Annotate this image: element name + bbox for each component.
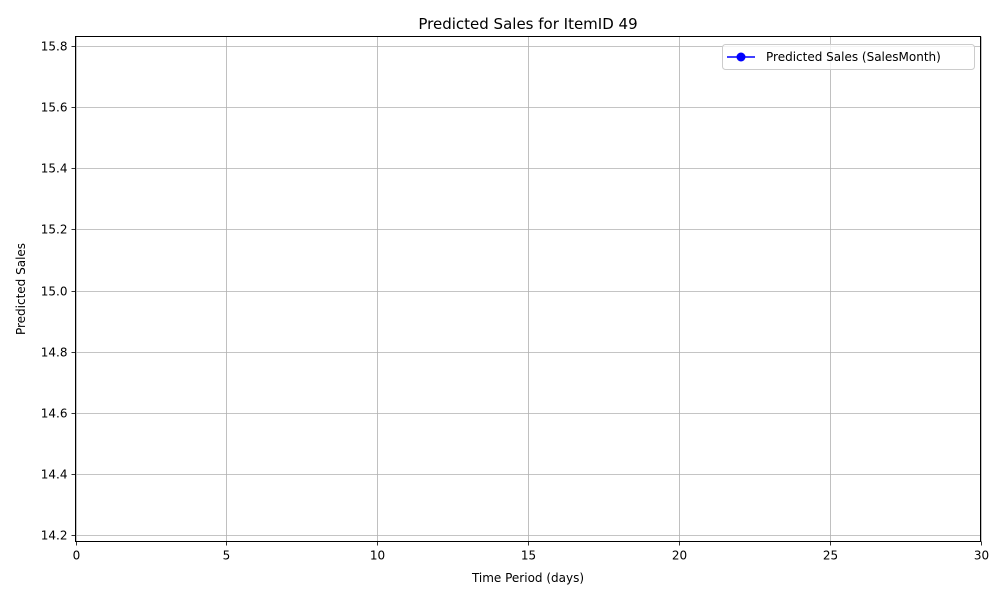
legend-label: Predicted Sales (SalesMonth) bbox=[766, 50, 941, 64]
y-tick-label: 15.2 bbox=[41, 223, 68, 237]
y-tick-label: 15.8 bbox=[41, 40, 68, 54]
x-tick-label: 0 bbox=[73, 549, 81, 563]
legend: Predicted Sales (SalesMonth) bbox=[722, 44, 975, 70]
chart-title: Predicted Sales for ItemID 49 bbox=[418, 15, 637, 33]
y-tick-label: 15.4 bbox=[41, 162, 68, 176]
x-tick-label: 15 bbox=[521, 549, 536, 563]
x-tick-label: 10 bbox=[370, 549, 385, 563]
x-axis-label: Time Period (days) bbox=[471, 571, 584, 585]
y-tick-label: 15.6 bbox=[41, 101, 68, 115]
x-tick-label: 25 bbox=[823, 549, 838, 563]
y-tick-label: 15.0 bbox=[41, 285, 68, 299]
x-tick-label: 20 bbox=[672, 549, 687, 563]
legend-box bbox=[722, 44, 975, 70]
legend-marker-swatch bbox=[736, 52, 746, 62]
y-axis-label: Predicted Sales bbox=[14, 243, 28, 335]
grid bbox=[75, 36, 982, 542]
plot-frame bbox=[75, 36, 981, 542]
y-tick-label: 14.2 bbox=[41, 529, 68, 543]
y-axis-ticks: 14.2 14.4 14.6 14.8 15.0 15.2 15.4 15.6 15.8 bbox=[41, 40, 76, 543]
y-tick-label: 14.8 bbox=[41, 346, 68, 360]
x-tick-label: 5 bbox=[223, 549, 231, 563]
y-tick-label: 14.6 bbox=[41, 407, 68, 421]
x-axis-ticks: 0 5 10 15 20 25 30 bbox=[73, 541, 989, 563]
x-tick-label: 30 bbox=[974, 549, 989, 563]
y-tick-label: 14.4 bbox=[41, 468, 68, 482]
